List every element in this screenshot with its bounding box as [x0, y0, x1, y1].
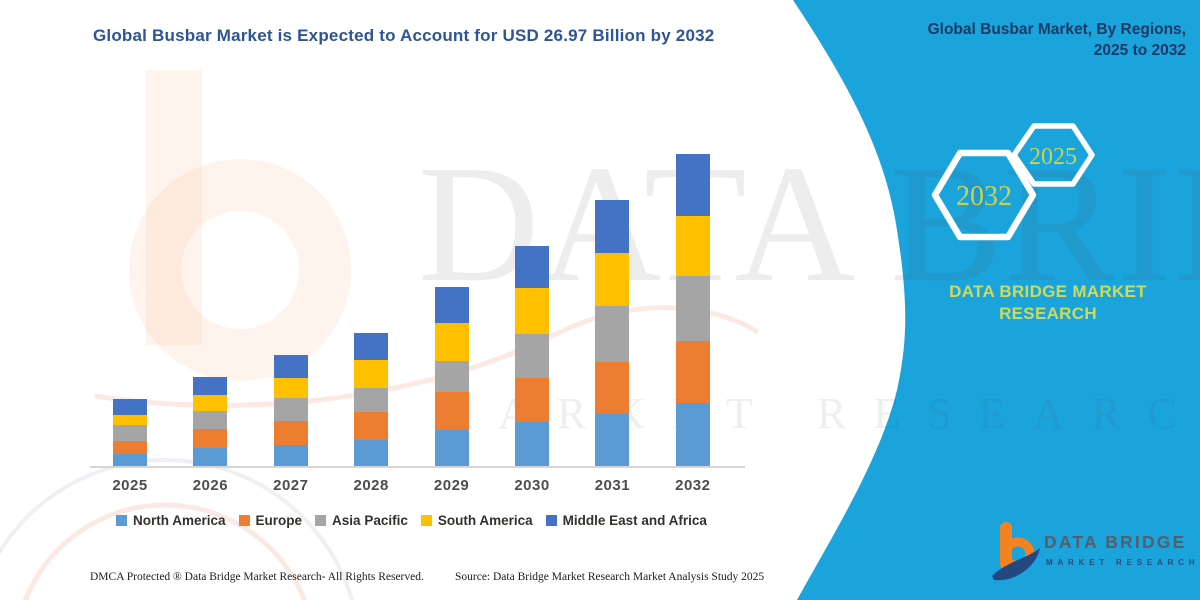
stacked-bar-2025	[113, 399, 147, 466]
bar-segment-2026-middle-east-and-africa	[193, 376, 228, 395]
bar-segment-2026-europe	[193, 428, 228, 449]
stacked-bar-2027	[273, 354, 308, 466]
bar-segment-2029-south-america	[434, 322, 469, 362]
legend-label: North America	[133, 513, 226, 528]
x-axis-label-2025: 2025	[112, 477, 148, 494]
x-axis-label-2026: 2026	[192, 477, 229, 494]
legend-swatch-icon	[238, 515, 250, 526]
bar-segment-2029-asia-pacific	[434, 361, 469, 392]
legend-swatch-icon	[545, 515, 557, 526]
bar-segment-2032-south-america	[675, 216, 710, 276]
legend-swatch-icon	[315, 515, 327, 526]
x-axis-label-2029: 2029	[433, 477, 470, 494]
legend-swatch-icon	[420, 515, 432, 526]
stacked-bar-2032	[675, 154, 710, 466]
bar-segment-2032-north-america	[675, 402, 710, 466]
bar-segment-2025-europe	[113, 441, 147, 454]
bar-segment-2030-europe	[515, 378, 549, 423]
legend-swatch-icon	[116, 515, 127, 526]
legend-item-europe: Europe	[238, 513, 303, 528]
legend-item-asia-pacific: Asia Pacific	[315, 513, 408, 528]
bar-segment-2026-north-america	[193, 448, 228, 466]
bar-segment-2027-south-america	[273, 377, 308, 398]
bar-segment-2030-south-america	[515, 288, 549, 335]
x-axis-line	[90, 466, 745, 468]
bar-segment-2031-south-america	[595, 253, 630, 307]
bar-segment-2032-asia-pacific	[675, 275, 710, 342]
legend-item-south-america: South America	[420, 513, 533, 528]
stacked-bar-2029	[434, 287, 469, 466]
x-axis-label-2027: 2027	[273, 477, 309, 494]
side-panel-shape	[793, 0, 1200, 600]
hexagon-2025-label: 2025	[1029, 144, 1077, 170]
stacked-bar-2030	[515, 245, 549, 466]
x-axis-label-2030: 2030	[514, 477, 550, 494]
bar-segment-2028-europe	[354, 411, 389, 441]
logo-name: DATA BRIDGE	[1044, 532, 1187, 552]
bar-segment-2026-asia-pacific	[193, 410, 228, 429]
chart-legend: North America Europe Asia Pacific South Ame…	[116, 513, 707, 528]
bar-segment-2028-south-america	[354, 360, 389, 388]
bar-segment-2025-north-america	[113, 453, 147, 466]
bar-segment-2031-middle-east-and-africa	[595, 200, 630, 254]
data-bridge-b-icon	[992, 522, 1040, 581]
data-bridge-logo: DATA BRIDGE MARKET RESEARCH	[990, 520, 1195, 588]
chart-title: Global Busbar Market is Expected to Acco…	[93, 26, 715, 45]
bar-segment-2028-north-america	[354, 440, 389, 466]
bar-segment-2026-south-america	[193, 394, 228, 411]
bar-segment-2032-europe	[675, 341, 710, 403]
panel-brand-text: DATA BRIDGE MARKET RESEARCH	[949, 282, 1147, 324]
bar-segment-2031-asia-pacific	[595, 306, 630, 362]
bar-segment-2027-middle-east-and-africa	[273, 354, 308, 378]
x-axis-label-2031: 2031	[594, 477, 631, 494]
bar-segment-2030-north-america	[515, 422, 549, 466]
hexagon-2032-label: 2032	[956, 181, 1012, 212]
logo-tagline: MARKET RESEARCH	[1046, 558, 1200, 567]
stacked-bar-2026	[193, 376, 228, 466]
legend-item-north-america: North America	[116, 513, 226, 528]
footer-source: Source: Data Bridge Market Research Mark…	[455, 571, 765, 583]
legend-label: Asia Pacific	[332, 513, 408, 528]
x-axis-label-2028: 2028	[353, 477, 389, 494]
bar-segment-2029-north-america	[434, 430, 469, 466]
bar-segment-2028-middle-east-and-africa	[354, 332, 389, 361]
hexagon-2032: 2032	[931, 149, 1037, 241]
bar-segment-2028-asia-pacific	[354, 387, 389, 412]
bar-segment-2032-middle-east-and-africa	[675, 154, 710, 217]
bar-segment-2027-europe	[273, 421, 308, 445]
bar-segment-2027-north-america	[273, 444, 308, 466]
year-hexagons: 2032 2025	[931, 123, 1095, 241]
hexagon-2025: 2025	[1011, 123, 1095, 187]
legend-label: South America	[437, 513, 533, 528]
footer-copyright: DMCA Protected ® Data Bridge Market Rese…	[90, 571, 424, 583]
legend-label: Europe	[255, 513, 303, 528]
bar-segment-2031-europe	[595, 361, 630, 414]
bar-segment-2029-middle-east-and-africa	[434, 287, 469, 323]
legend-item-middle-east-and-africa: Middle East and Africa	[545, 513, 707, 528]
bar-segment-2030-asia-pacific	[515, 334, 549, 379]
bar-segment-2030-middle-east-and-africa	[515, 245, 549, 289]
bar-segment-2029-europe	[434, 391, 469, 431]
side-panel-heading: Global Busbar Market, By Regions, 2025 t…	[927, 21, 1186, 59]
bar-segment-2025-asia-pacific	[113, 425, 147, 442]
x-axis-label-2032: 2032	[675, 477, 711, 494]
bar-segment-2025-middle-east-and-africa	[113, 399, 147, 415]
stacked-bar-2028	[354, 332, 389, 466]
bar-segment-2031-north-america	[595, 413, 630, 466]
bar-segment-2027-asia-pacific	[273, 397, 308, 422]
legend-label: Middle East and Africa	[562, 513, 707, 528]
bar-segment-2025-south-america	[113, 414, 147, 426]
stacked-bar-2031	[595, 200, 630, 466]
